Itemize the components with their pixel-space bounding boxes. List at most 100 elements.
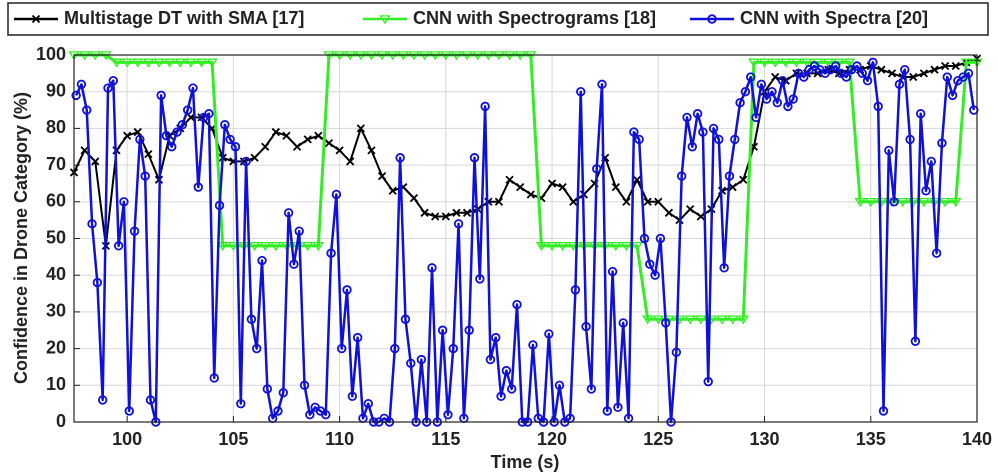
data-point bbox=[746, 72, 756, 82]
data-point bbox=[758, 58, 771, 68]
data-point bbox=[740, 86, 751, 97]
data-point bbox=[780, 58, 792, 68]
data-point bbox=[331, 189, 342, 200]
data-point bbox=[271, 127, 280, 137]
data-point bbox=[581, 321, 591, 332]
data-point bbox=[602, 406, 613, 416]
x-tick-label: 120 bbox=[537, 429, 567, 449]
y-tick-label: 40 bbox=[46, 264, 66, 284]
data-point bbox=[420, 208, 429, 217]
data-point bbox=[655, 233, 666, 244]
data-point bbox=[161, 131, 172, 141]
data-point bbox=[241, 156, 251, 167]
data-point bbox=[726, 315, 739, 325]
data-point bbox=[443, 409, 453, 420]
x-tick-label: 135 bbox=[856, 429, 886, 449]
y-tick-label: 0 bbox=[56, 411, 66, 431]
data-point bbox=[248, 242, 261, 252]
data-point bbox=[951, 61, 960, 71]
data-point bbox=[783, 101, 793, 112]
data-point bbox=[156, 90, 166, 101]
data-point bbox=[878, 406, 889, 416]
data-point bbox=[356, 124, 365, 133]
data-point bbox=[289, 259, 299, 269]
legend-marker bbox=[31, 14, 41, 24]
data-point bbox=[761, 94, 772, 104]
data-point bbox=[639, 233, 650, 244]
x-axis-label: Time (s) bbox=[491, 452, 560, 472]
y-tick-label: 20 bbox=[46, 337, 66, 357]
data-point bbox=[799, 72, 809, 82]
data-point bbox=[557, 242, 569, 252]
data-point bbox=[252, 343, 262, 354]
data-point bbox=[865, 198, 877, 208]
data-point bbox=[363, 398, 373, 409]
data-point bbox=[292, 142, 302, 151]
data-point bbox=[480, 101, 490, 112]
data-point bbox=[512, 299, 522, 310]
data-point bbox=[597, 79, 607, 90]
y-tick-label: 80 bbox=[46, 117, 66, 137]
data-point bbox=[687, 142, 697, 152]
data-point bbox=[448, 343, 458, 354]
data-point bbox=[822, 58, 834, 68]
data-point bbox=[716, 315, 728, 325]
data-point bbox=[801, 58, 813, 68]
data-point bbox=[915, 109, 926, 119]
data-point bbox=[767, 86, 777, 97]
data-point bbox=[937, 138, 947, 148]
data-point bbox=[558, 182, 567, 192]
data-point bbox=[346, 157, 355, 166]
x-tick-label: 130 bbox=[750, 429, 780, 449]
x-tick-label: 110 bbox=[325, 429, 354, 449]
data-point bbox=[193, 182, 203, 192]
data-point bbox=[400, 314, 411, 324]
data-point bbox=[377, 171, 387, 181]
data-point bbox=[110, 58, 123, 68]
data-point bbox=[676, 171, 687, 181]
data-point bbox=[963, 68, 974, 79]
data-point bbox=[724, 171, 735, 181]
data-point bbox=[905, 134, 915, 145]
legend-label: Multistage DT with SMA [17] bbox=[64, 8, 304, 28]
data-point bbox=[947, 90, 958, 101]
data-point bbox=[506, 384, 517, 394]
data-point bbox=[708, 123, 719, 134]
data-point bbox=[730, 134, 740, 145]
data-point bbox=[739, 175, 748, 184]
data-point bbox=[586, 384, 597, 394]
data-point bbox=[220, 120, 230, 130]
data-point bbox=[664, 208, 674, 217]
legend-label: CNN with Spectrograms [18] bbox=[413, 8, 656, 28]
data-point bbox=[877, 65, 886, 74]
data-point bbox=[142, 58, 155, 68]
data-point bbox=[390, 343, 400, 354]
data-point bbox=[273, 406, 283, 416]
data-point bbox=[299, 380, 310, 390]
legend-label: CNN with Spectra [20] bbox=[740, 8, 928, 28]
data-point bbox=[185, 58, 197, 68]
data-point bbox=[485, 354, 496, 365]
data-point bbox=[303, 135, 312, 144]
data-point bbox=[326, 248, 336, 258]
x-tick-label: 105 bbox=[218, 429, 248, 449]
data-point bbox=[896, 198, 909, 208]
data-point bbox=[103, 83, 113, 93]
data-point bbox=[453, 219, 464, 229]
plot-frame bbox=[73, 54, 978, 423]
data-point bbox=[682, 112, 692, 123]
data-point bbox=[314, 131, 323, 140]
data-point bbox=[209, 373, 219, 383]
data-point bbox=[257, 255, 267, 266]
data-point bbox=[172, 127, 182, 137]
data-point bbox=[843, 58, 856, 68]
data-point bbox=[140, 171, 150, 181]
data-point bbox=[547, 179, 557, 188]
data-point bbox=[862, 75, 873, 86]
data-point bbox=[464, 325, 474, 335]
x-tick-label: 125 bbox=[643, 429, 673, 449]
data-point bbox=[230, 142, 241, 152]
data-point bbox=[613, 402, 623, 413]
data-point bbox=[909, 72, 918, 82]
